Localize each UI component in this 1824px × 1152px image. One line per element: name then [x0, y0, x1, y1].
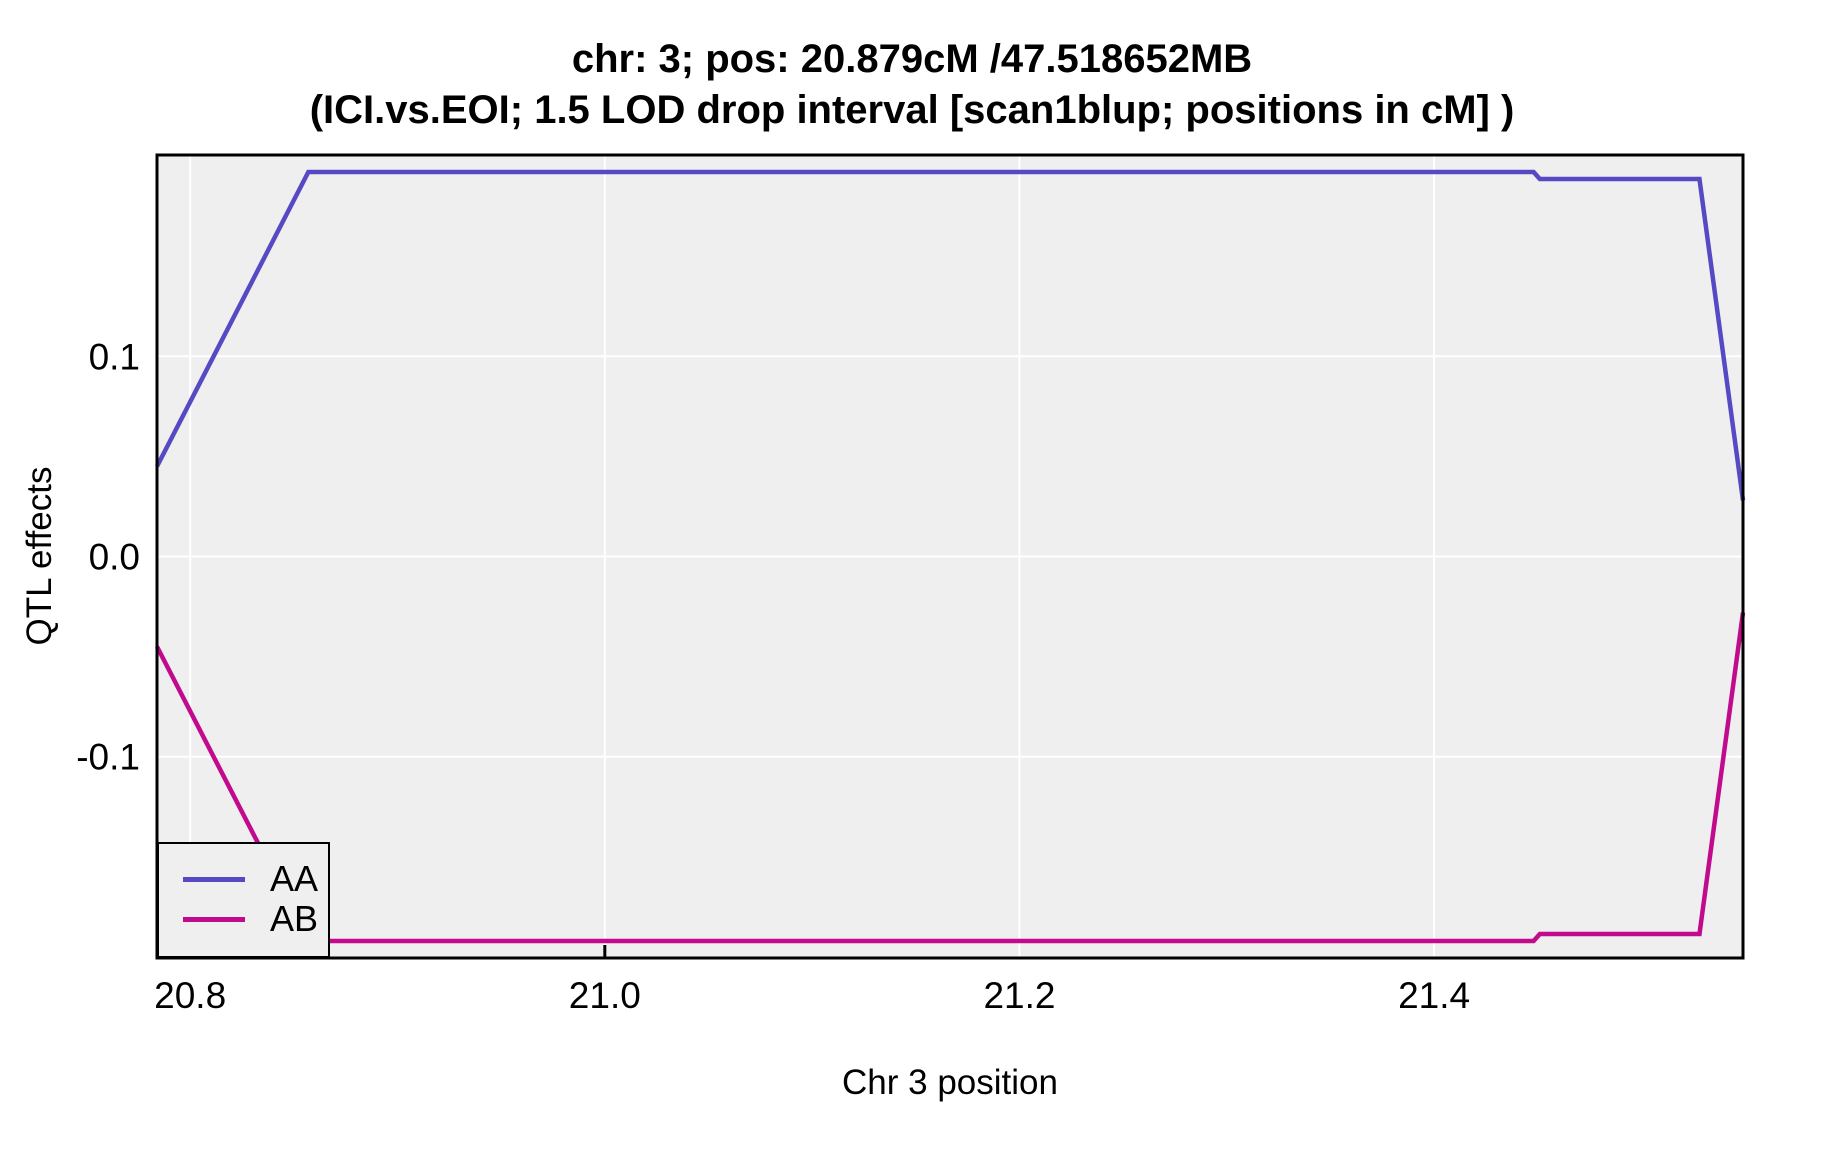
y-tick-label: 0.0	[89, 537, 140, 578]
chart-title-line2: (ICI.vs.EOI; 1.5 LOD drop interval [scan…	[309, 88, 1515, 132]
x-tick-label: 20.8	[154, 975, 226, 1016]
legend-swatch-ab	[183, 916, 245, 922]
panel-border	[155, 153, 1745, 960]
legend-box: AA AB	[157, 842, 330, 958]
legend-label-aa: AA	[270, 858, 319, 899]
x-tick-label: 21.4	[1398, 975, 1470, 1016]
x-tick-label: 21.2	[983, 975, 1055, 1016]
y-tick-label: -0.1	[76, 737, 140, 778]
legend-swatch-aa	[183, 876, 245, 882]
series-line-aa	[154, 169, 1746, 501]
y-tick-label: 0.1	[89, 336, 140, 377]
chart-title: chr: 3; pos: 20.879cM /47.518652MB (ICI.…	[0, 34, 1824, 136]
legend-label-ab: AB	[270, 898, 319, 939]
x-axis-title: Chr 3 position	[842, 1063, 1058, 1102]
chart-title-line1: chr: 3; pos: 20.879cM /47.518652MB	[571, 37, 1253, 81]
y-axis-title: QTL effects	[20, 466, 59, 646]
x-tick-label: 21.0	[569, 975, 641, 1016]
legend-item-aa: AA	[159, 859, 328, 899]
legend-item-ab: AB	[159, 899, 328, 939]
